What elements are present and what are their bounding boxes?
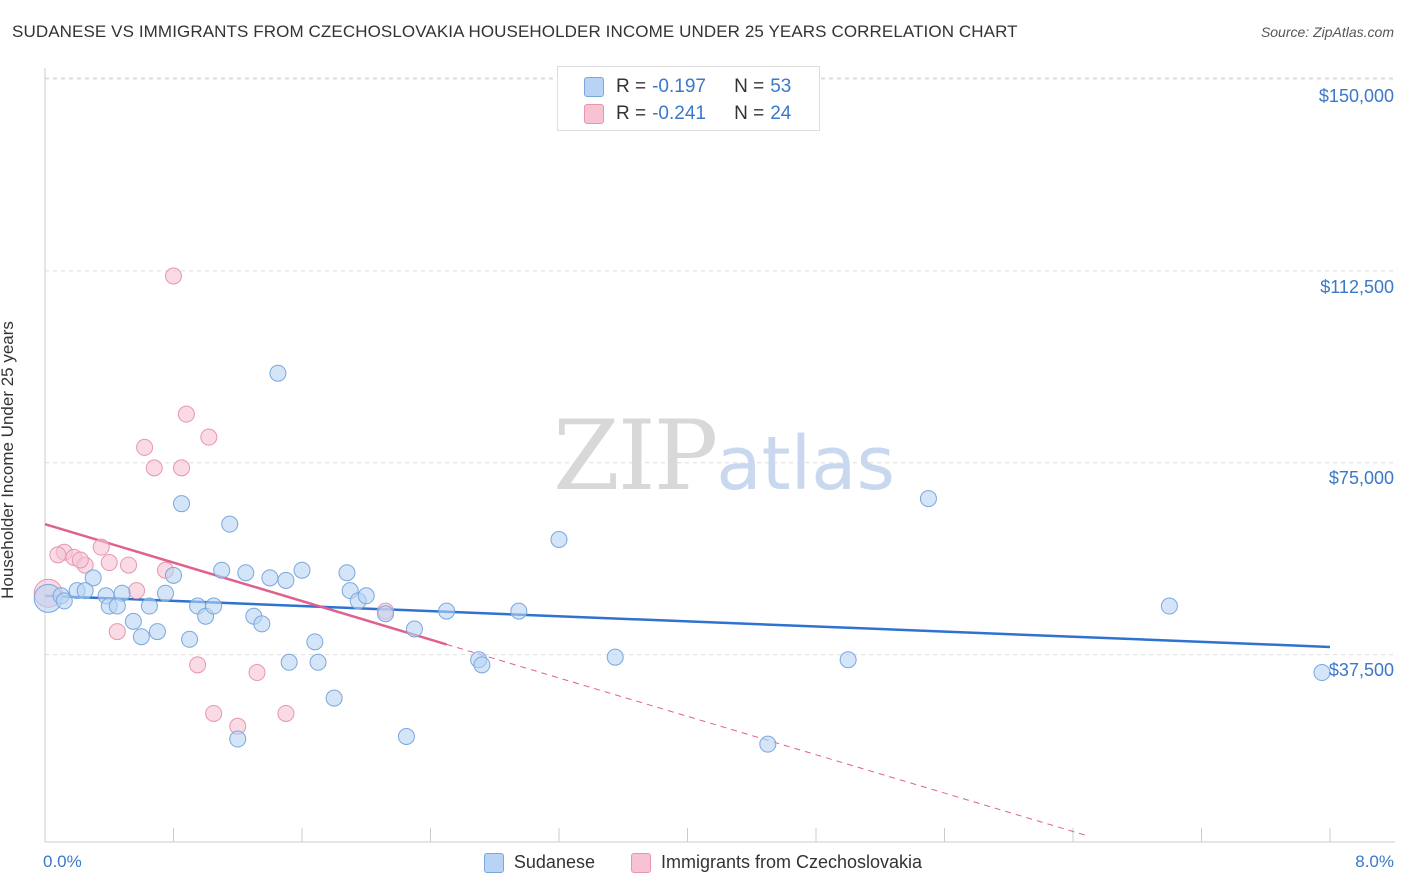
legend-swatch-czechoslovakia xyxy=(630,852,651,873)
source-credit: Source: ZipAtlas.com xyxy=(1260,24,1394,40)
point-sudanese xyxy=(156,584,174,602)
point-sudanese xyxy=(229,730,247,748)
series-legend: Sudanese Immigrants from Czechoslovakia xyxy=(0,852,1406,873)
point-sudanese xyxy=(839,651,857,669)
point-sudanese xyxy=(253,615,271,633)
point-sudanese xyxy=(76,582,94,600)
legend-item-czechoslovakia: Immigrants from Czechoslovakia xyxy=(630,852,923,873)
point-sudanese xyxy=(221,515,239,533)
legend-label-sudanese: Sudanese xyxy=(513,852,595,872)
legend-row-sudanese: R = -0.197 N = 53 xyxy=(584,75,791,99)
point-sudanese xyxy=(165,566,182,584)
y-tick-label-150000: $150,000 xyxy=(1318,86,1394,106)
point-sudanese xyxy=(397,727,415,745)
point-sudanese xyxy=(148,623,166,641)
x-tick-label-max: 8.0% xyxy=(1355,852,1394,871)
legend-swatch-czechoslovakia xyxy=(584,104,604,124)
y-tick-label-75000: $75,000 xyxy=(1328,468,1394,488)
point-sudanese xyxy=(261,569,279,587)
n-value: 24 xyxy=(770,103,792,124)
legend-swatch-sudanese xyxy=(584,77,604,97)
legend-row-czechoslovakia: R = -0.241 N = 24 xyxy=(584,102,791,126)
point-czechoslovakia xyxy=(173,459,191,477)
point-sudanese xyxy=(293,561,311,579)
point-sudanese xyxy=(377,605,395,623)
point-sudanese xyxy=(108,597,126,615)
correlation-legend: R = -0.197 N = 53 R = -0.241 N = 24 xyxy=(557,66,820,131)
point-sudanese xyxy=(124,612,142,630)
point-sudanese xyxy=(205,597,223,615)
legend-label-czechoslovakia: Immigrants from Czechoslovakia xyxy=(660,852,923,872)
legend-swatch-sudanese xyxy=(483,852,504,873)
r-value: -0.241 xyxy=(652,103,706,124)
point-sudanese xyxy=(269,364,287,382)
point-sudanese xyxy=(357,587,375,605)
point-czechoslovakia xyxy=(100,554,118,572)
point-czechoslovakia xyxy=(92,538,110,556)
point-sudanese xyxy=(277,571,295,589)
x-tick-label-min: 0.0% xyxy=(43,852,82,871)
point-czechoslovakia xyxy=(200,428,218,446)
point-sudanese xyxy=(438,602,456,620)
point-sudanese xyxy=(338,564,356,582)
point-czechoslovakia xyxy=(145,459,163,477)
r-label: R = xyxy=(616,76,647,97)
n-label: N = xyxy=(734,103,765,124)
point-czechoslovakia xyxy=(248,664,266,682)
point-sudanese xyxy=(306,633,324,651)
point-sudanese xyxy=(237,564,255,582)
point-sudanese xyxy=(606,648,624,666)
point-sudanese xyxy=(919,490,937,508)
watermark-atlas: atlas xyxy=(716,421,896,507)
point-sudanese xyxy=(510,602,528,620)
y-axis-label-text: Householder Income Under 25 years xyxy=(0,321,17,599)
point-czechoslovakia xyxy=(108,623,126,641)
point-sudanese xyxy=(1313,664,1331,682)
r-label: R = xyxy=(616,103,647,124)
point-czechoslovakia xyxy=(165,267,182,285)
point-sudanese xyxy=(759,735,777,753)
point-czechoslovakia xyxy=(205,704,223,722)
point-sudanese xyxy=(1160,597,1178,615)
trend-line-sudanese xyxy=(44,594,1331,649)
point-sudanese xyxy=(325,689,343,707)
point-sudanese xyxy=(309,653,327,671)
point-sudanese xyxy=(280,653,298,671)
r-value: -0.197 xyxy=(652,76,706,97)
point-czechoslovakia xyxy=(189,656,207,674)
point-sudanese xyxy=(55,592,73,610)
point-sudanese xyxy=(213,561,231,579)
y-tick-label-37500: $37,500 xyxy=(1328,660,1394,680)
chart-title: SUDANESE VS IMMIGRANTS FROM CZECHOSLOVAK… xyxy=(12,22,1018,41)
point-czechoslovakia xyxy=(277,704,295,722)
point-sudanese xyxy=(132,628,150,646)
point-sudanese xyxy=(173,495,191,513)
point-czechoslovakia xyxy=(128,582,146,600)
point-sudanese xyxy=(84,569,102,587)
data-points xyxy=(33,267,1331,753)
point-czechoslovakia xyxy=(120,556,138,574)
point-czechoslovakia xyxy=(177,405,195,423)
point-sudanese xyxy=(405,620,423,638)
trend-line-czechoslovakia xyxy=(44,522,447,646)
point-sudanese xyxy=(473,656,491,674)
axes xyxy=(44,68,1395,843)
watermark: ZIPatlas xyxy=(553,400,895,512)
point-sudanese xyxy=(550,531,568,548)
n-label: N = xyxy=(734,76,765,97)
watermark-zip: ZIP xyxy=(553,400,718,512)
point-sudanese xyxy=(140,597,158,615)
point-czechoslovakia xyxy=(136,438,154,456)
y-tick-label-112500: $112,500 xyxy=(1320,277,1394,297)
point-czechoslovakia xyxy=(71,551,89,569)
n-value: 53 xyxy=(770,76,792,97)
legend-item-sudanese: Sudanese xyxy=(483,852,595,873)
point-czechoslovakia xyxy=(49,546,67,564)
point-sudanese xyxy=(181,630,199,648)
